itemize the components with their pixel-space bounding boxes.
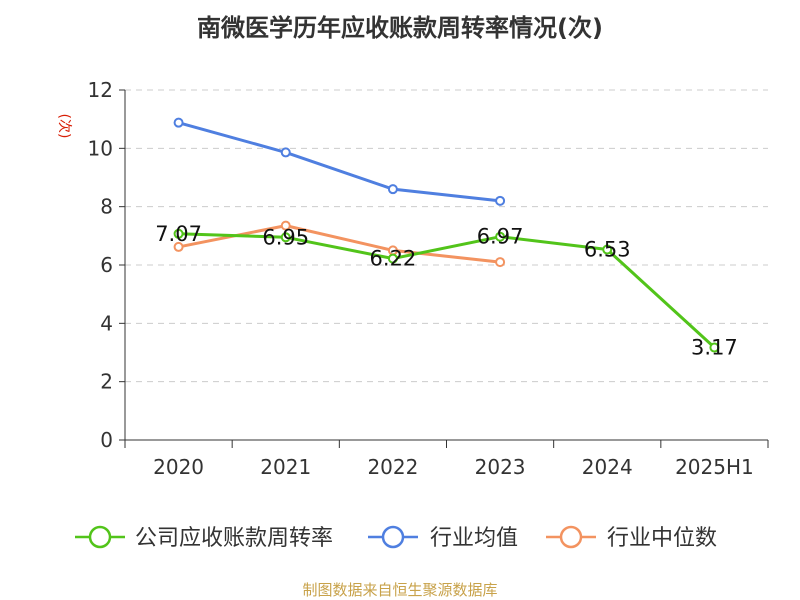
legend-item[interactable]: 行业中位数 [546,525,717,551]
series-line [178,121,501,203]
grid-lines [125,89,768,383]
legend-item[interactable]: 公司应收账款周转率 [75,525,333,551]
series-lines [173,117,720,353]
data-point [602,244,613,255]
data-point [495,195,506,206]
legend-label: 行业中位数 [607,526,717,551]
series-line [178,224,501,264]
data-point [495,231,506,242]
legend-marker-icon [381,525,405,549]
data-point [280,147,291,158]
y-tick-label: 4 [100,311,113,335]
data-point [173,241,184,252]
data-point [173,228,184,239]
source-footer: 制图数据来自恒生聚源数据库 [302,581,498,599]
data-point [387,253,398,264]
data-point [387,184,398,195]
legend-label: 行业均值 [430,526,518,551]
x-tick-label: 2020 [153,455,204,479]
data-label: 3.17 [691,336,738,360]
data-labels: 7.07 6.95 6.22 6.97 6.53 3.17 [155,222,738,360]
data-point [280,220,291,231]
data-point [173,117,184,128]
data-point [495,257,506,268]
legend-marker-icon [88,525,112,549]
legend[interactable]: 公司应收账款周转率 行业均值 行业中位数 [75,525,717,551]
data-point [280,232,291,243]
data-label: 7.07 [155,222,202,246]
x-tick-label: 2025H1 [675,455,754,479]
data-point [709,342,720,353]
y-axis-label: (次) [56,114,72,139]
y-tick-label: 2 [100,370,113,394]
y-tick-label: 6 [100,253,113,277]
y-tick-label: 0 [100,428,113,452]
legend-item[interactable]: 行业均值 [368,525,518,551]
series-line [178,232,716,349]
axes: 0 2 4 6 8 10 12 (次) 2020 2021 2022 2023 2024 2025H1 [56,78,769,479]
x-tick-label: 2022 [367,455,418,479]
x-tick-label: 2021 [260,455,311,479]
chart-title: 南微医学历年应收账款周转率情况(次) [197,14,603,42]
data-label: 6.53 [584,238,631,262]
y-tick-label: 12 [88,78,113,102]
legend-label: 公司应收账款周转率 [135,526,333,551]
legend-marker-icon [559,525,583,549]
x-tick-label: 2024 [582,455,633,479]
x-tick-label: 2023 [475,455,526,479]
y-tick-label: 8 [100,195,113,219]
data-label: 6.97 [477,225,524,249]
data-label: 6.22 [370,247,417,271]
y-tick-label: 10 [88,136,113,160]
data-label: 6.95 [262,225,309,249]
